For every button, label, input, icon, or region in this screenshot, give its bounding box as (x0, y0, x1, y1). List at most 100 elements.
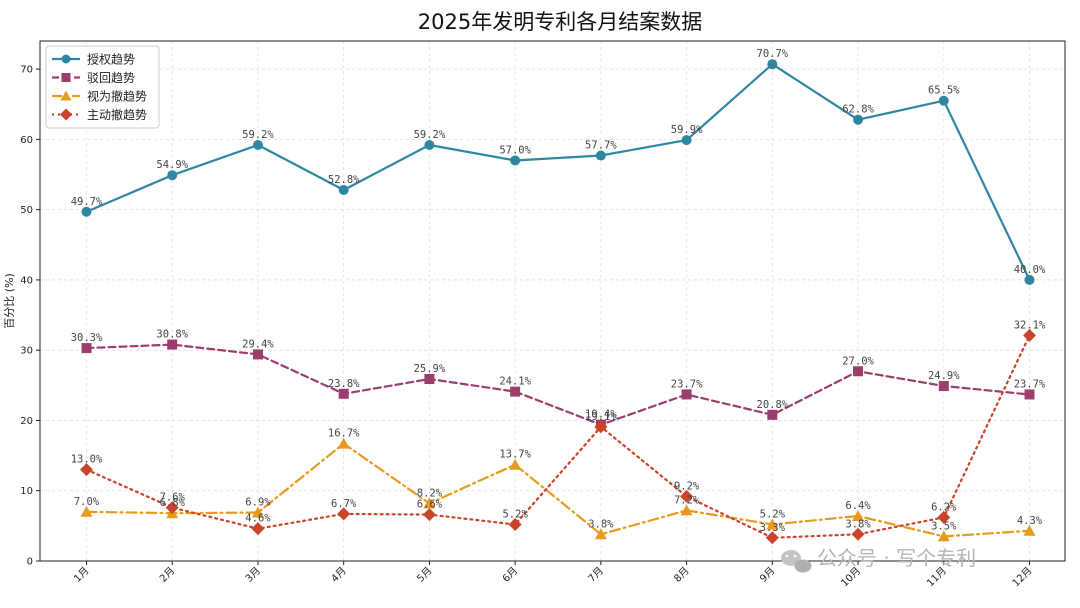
data-label: 70.7% (757, 48, 789, 60)
legend-label: 主动撤趋势 (87, 107, 147, 122)
data-label: 4.6% (245, 513, 271, 525)
data-label: 30.3% (71, 332, 103, 344)
data-point (596, 151, 606, 161)
data-label: 62.8% (842, 104, 874, 116)
data-point (82, 343, 92, 353)
series-line (87, 64, 1030, 280)
series-line (87, 345, 1030, 425)
legend-label: 授权趋势 (87, 52, 135, 67)
x-tick-label: 4月 (329, 565, 349, 585)
watermark: 公众号 · 写个专利 (781, 546, 976, 573)
data-label: 9.2% (674, 480, 700, 492)
data-point (939, 96, 949, 106)
x-tick-label: 6月 (500, 565, 520, 585)
y-axis-label: 百分比 (%) (3, 273, 16, 329)
data-label: 4.3% (1017, 515, 1043, 527)
data-label: 23.7% (1014, 378, 1046, 390)
x-tick-label: 9月 (757, 565, 777, 585)
x-tick-label: 5月 (414, 565, 434, 585)
x-tick-label: 7月 (586, 565, 606, 585)
data-label: 23.8% (328, 378, 360, 390)
data-point (1025, 275, 1035, 285)
data-label: 29.4% (242, 338, 274, 350)
data-label: 6.7% (331, 498, 357, 510)
data-label: 59.2% (414, 129, 446, 141)
x-tick-label: 3月 (243, 565, 263, 585)
legend-label: 视为撤趋势 (87, 89, 147, 104)
data-label: 57.7% (585, 140, 617, 152)
grid (40, 41, 1065, 561)
plot-frame (40, 41, 1065, 561)
data-label: 7.2% (674, 494, 700, 506)
data-label: 6.4% (845, 500, 871, 512)
x-tick-label: 1月 (72, 565, 92, 585)
legend-item: 主动撤趋势 (52, 107, 147, 122)
data-labels: 49.7% 54.9% 59.2% 52.8% 59.2% 57.0% 57.7% 59.9%… (71, 48, 1046, 534)
data-point (767, 59, 777, 69)
series-layer (80, 59, 1036, 544)
y-tick-label: 50 (20, 205, 33, 216)
series-4 (80, 329, 1036, 544)
data-label: 24.9% (928, 370, 960, 382)
series-1 (82, 59, 1035, 285)
data-label: 65.5% (928, 85, 960, 97)
data-label: 32.1% (1014, 319, 1046, 331)
chart: 2025年发明专利各月结案数据 010203040506070 1月 2月 3月 4月… (0, 0, 1080, 608)
data-label: 7.0% (74, 496, 100, 508)
data-label: 3.3% (760, 522, 786, 534)
data-point (167, 170, 177, 180)
data-label: 23.7% (671, 378, 703, 390)
data-label: 6.9% (245, 497, 271, 509)
data-label: 57.0% (499, 144, 531, 156)
y-tick-label: 0 (27, 557, 33, 568)
data-point (424, 374, 434, 384)
y-tick-label: 40 (20, 275, 33, 286)
data-point (853, 366, 863, 376)
y-axis: 0 10 20 30 40 50 60 70 (20, 65, 40, 568)
y-tick-label: 10 (20, 486, 33, 497)
data-label: 8.2% (417, 487, 443, 499)
data-point (510, 155, 520, 165)
data-label: 19.1% (585, 411, 617, 423)
data-label: 59.2% (242, 129, 274, 141)
data-point (682, 135, 692, 145)
series-2 (82, 340, 1035, 430)
data-label: 52.8% (328, 174, 360, 186)
data-label: 54.9% (156, 159, 188, 171)
watermark-text: 公众号 · 写个专利 (817, 546, 976, 570)
data-point (939, 381, 949, 391)
data-label: 6.6% (417, 499, 443, 511)
y-tick-label: 60 (20, 135, 33, 146)
data-label: 24.1% (499, 376, 531, 388)
data-point (82, 207, 92, 217)
data-label: 30.8% (156, 329, 188, 341)
data-point (167, 340, 177, 350)
legend-swatch-marker (62, 55, 71, 64)
legend-swatch-marker (62, 73, 71, 82)
legend-label: 驳回趋势 (87, 71, 135, 85)
data-point (853, 115, 863, 125)
data-label: 13.0% (71, 454, 103, 466)
x-tick-label: 8月 (672, 565, 692, 585)
series-line (87, 444, 1030, 537)
y-tick-label: 20 (20, 416, 33, 427)
wechat-icon (781, 550, 812, 573)
data-point (424, 140, 434, 150)
data-label: 3.5% (931, 520, 957, 532)
y-tick-label: 30 (20, 346, 33, 357)
data-point (253, 140, 263, 150)
data-label: 6.2% (931, 501, 957, 513)
data-label: 49.7% (71, 196, 103, 208)
data-label: 3.8% (588, 518, 614, 530)
data-label: 40.0% (1014, 264, 1046, 276)
data-label: 5.2% (502, 508, 528, 520)
data-label: 20.8% (757, 399, 789, 411)
data-label: 7.6% (160, 492, 186, 504)
data-label: 27.0% (842, 355, 874, 367)
data-point (510, 387, 520, 397)
data-label: 25.9% (414, 363, 446, 375)
data-label: 59.9% (671, 124, 703, 136)
data-label: 13.7% (499, 449, 531, 461)
data-label: 5.2% (760, 508, 786, 520)
